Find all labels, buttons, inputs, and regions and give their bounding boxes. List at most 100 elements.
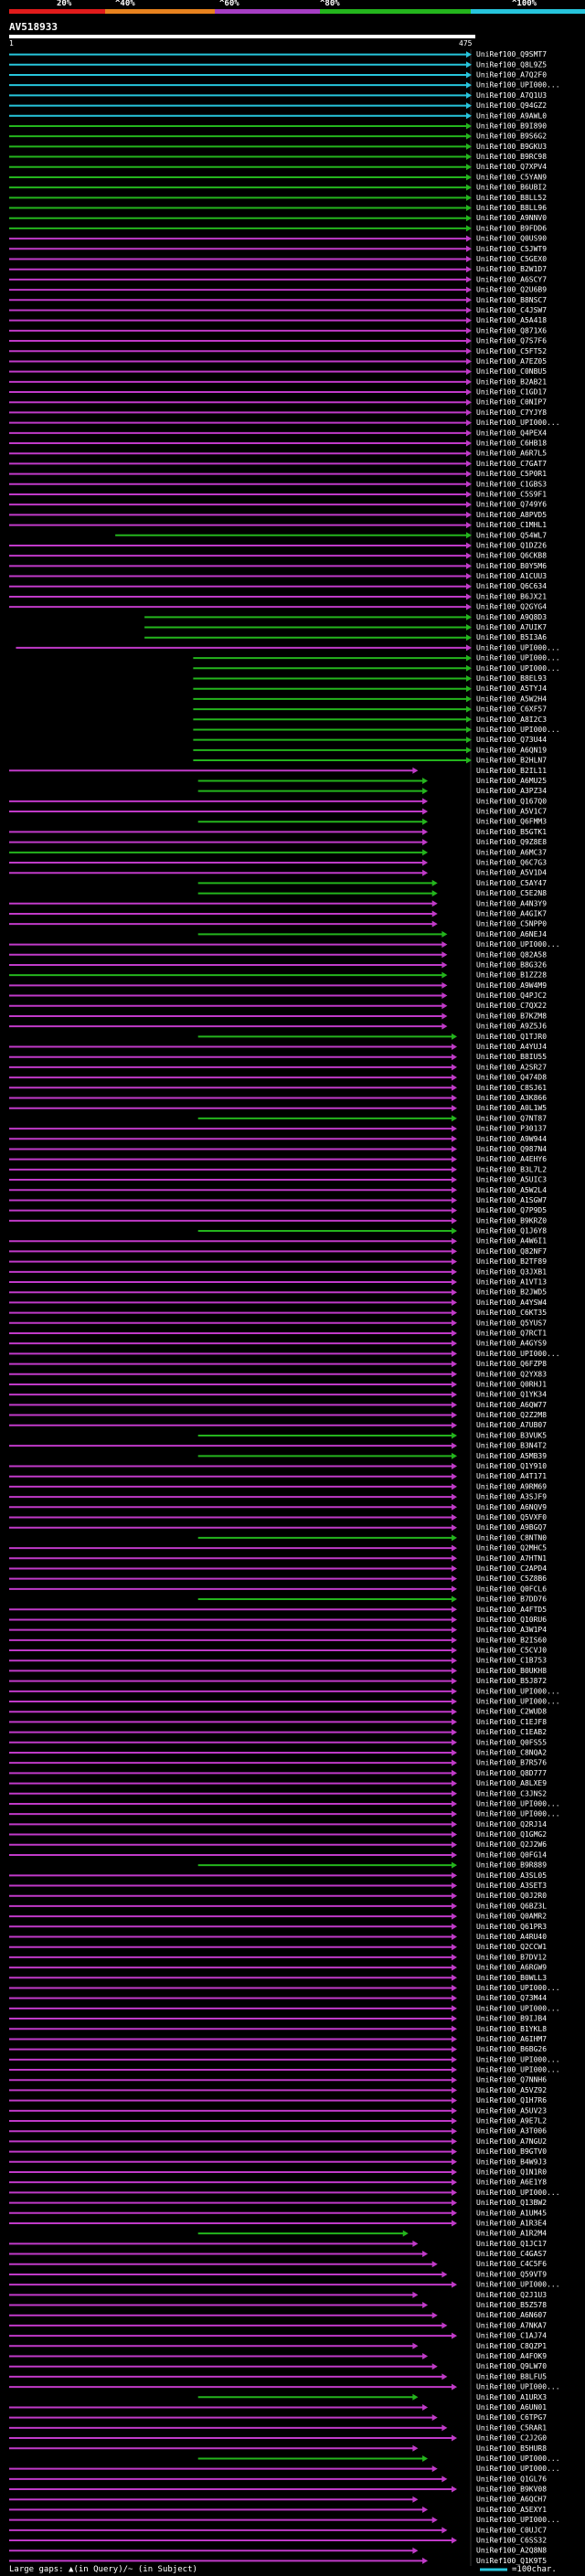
hit-row: UniRef100_A5EXY1 — [9, 2506, 547, 2514]
hit-row: UniRef100_Q2Z2M8 — [9, 1411, 547, 1419]
hit-arrowhead — [402, 2230, 409, 2237]
hit-label: UniRef100_Q73M44 — [476, 1994, 547, 2002]
hit-label: UniRef100_UPI000... — [476, 643, 560, 652]
hit-arrowhead — [452, 2086, 458, 2094]
hit-arrowhead — [441, 941, 448, 949]
hit-arrowhead — [452, 1105, 458, 1112]
hit-arrowhead — [422, 2506, 429, 2513]
hit-label: UniRef100_C8NQA2 — [476, 1748, 547, 1756]
hit-row: UniRef100_A3SL05 — [9, 1871, 547, 1880]
hit-label: UniRef100_A6MC37 — [476, 848, 547, 856]
hit-row: UniRef100_B3VUK5 — [197, 1431, 547, 1439]
hit-arrowhead — [452, 1841, 458, 1849]
hit-label: UniRef100_B2JWD5 — [476, 1288, 547, 1297]
hit-row: UniRef100_A4GYS9 — [9, 1340, 547, 1348]
hit-arrowhead — [452, 1616, 458, 1623]
hit-arrowhead — [422, 2353, 429, 2359]
hit-arrowhead — [452, 1964, 458, 1971]
hit-arrowhead — [466, 471, 472, 478]
hit-label: UniRef100_A7HTN1 — [476, 1554, 547, 1563]
hit-arrowhead — [466, 593, 472, 600]
hit-row: UniRef100_Q4PJC2 — [9, 991, 547, 1000]
hit-arrowhead — [452, 1934, 458, 1940]
hit-label: UniRef100_C5P0R1 — [476, 470, 547, 478]
hit-label: UniRef100_A6NQV9 — [476, 1503, 547, 1511]
hit-arrowhead — [422, 777, 429, 784]
hit-row: UniRef100_P30137 — [9, 1125, 547, 1133]
hit-row: UniRef100_B8LL96 — [9, 204, 547, 212]
hit-arrowhead — [422, 798, 429, 805]
hit-row: UniRef100_A4GIK7 — [9, 909, 547, 917]
hit-arrowhead — [466, 685, 472, 693]
hit-label: UniRef100_UPI000... — [476, 419, 560, 427]
hit-row: UniRef100_C1AJ74 — [9, 2332, 547, 2340]
hit-arrowhead — [452, 1913, 458, 1920]
hit-arrowhead — [466, 266, 472, 273]
hit-arrowhead — [466, 164, 472, 171]
hit-label: UniRef100_A6SCY7 — [476, 275, 547, 283]
hit-label: UniRef100_Q1GMG2 — [476, 1830, 547, 1839]
hit-row: UniRef100_B5Z578 — [9, 2301, 547, 2309]
hit-row: UniRef100_A3K866 — [9, 1094, 547, 1102]
hit-row: UniRef100_A4EHY6 — [9, 1155, 547, 1163]
hit-row: UniRef100_Q1TJR0 — [197, 1033, 547, 1041]
hit-arrowhead — [422, 818, 429, 825]
hit-label: UniRef100_B9S6G2 — [476, 133, 547, 141]
hit-arrowhead — [466, 388, 472, 396]
hit-arrowhead — [466, 440, 472, 447]
hit-row: UniRef100_A6MU25 — [197, 777, 547, 785]
hit-arrowhead — [452, 1974, 458, 1981]
hit-arrowhead — [466, 174, 472, 181]
hit-row: UniRef100_B6JX21 — [9, 592, 547, 600]
hit-arrowhead — [452, 2148, 458, 2156]
hit-arrowhead — [452, 1984, 458, 1991]
hit-row: UniRef100_A7NKA7 — [9, 2321, 547, 2329]
hit-row: UniRef100_Q9SMT7 — [9, 50, 547, 58]
hit-row: UniRef100_Q749Y6 — [9, 501, 547, 509]
hit-row: UniRef100_Q6C634 — [9, 582, 547, 590]
hit-arrowhead — [452, 1514, 458, 1521]
hit-row: UniRef100_Q5YUS7 — [9, 1319, 547, 1327]
hit-row: UniRef100_B2IS60 — [9, 1636, 547, 1644]
hit-arrowhead — [466, 143, 472, 150]
hit-row: UniRef100_A4RU40 — [9, 1933, 547, 1941]
hit-row: UniRef100_A6QCH7 — [9, 2496, 547, 2504]
hit-arrowhead — [452, 1207, 458, 1214]
hit-row: UniRef100_Q6BZ3L — [9, 1902, 547, 1910]
hit-row: UniRef100_UPI000... — [9, 940, 560, 949]
hit-row: UniRef100_UPI000... — [9, 2066, 560, 2074]
hit-arrowhead — [452, 1268, 458, 1276]
hit-arrowhead — [466, 122, 472, 130]
hit-label: UniRef100_A5UIC3 — [476, 1176, 547, 1184]
hit-row: UniRef100_Q2U6B9 — [9, 286, 547, 294]
hit-arrowhead — [452, 1422, 458, 1429]
hit-arrowhead — [452, 2168, 458, 2176]
hit-row: UniRef100_UPI000... — [193, 726, 560, 734]
hit-arrowhead — [452, 1903, 458, 1910]
hit-label: UniRef100_Q0FCL6 — [476, 1585, 547, 1593]
hit-label: UniRef100_C1B753 — [476, 1657, 547, 1665]
hit-label: UniRef100_UPI000... — [476, 2465, 560, 2473]
hit-arrowhead — [452, 2076, 458, 2083]
hit-row: UniRef100_C5AY47 — [197, 879, 547, 887]
hit-arrowhead — [466, 245, 472, 252]
hit-label: UniRef100_C0NIP7 — [476, 398, 547, 407]
hit-label: UniRef100_C6SS32 — [476, 2537, 547, 2545]
hit-arrowhead — [466, 378, 472, 386]
hit-label: UniRef100_Q0US90 — [476, 235, 547, 243]
hit-label: UniRef100_B5HUR8 — [476, 2444, 547, 2453]
hit-label: UniRef100_B8G326 — [476, 960, 547, 969]
hit-arrowhead — [452, 1064, 458, 1071]
hit-label: UniRef100_Q0AMR2 — [476, 1913, 547, 1921]
hit-arrowhead — [452, 1361, 458, 1368]
hit-arrowhead — [466, 726, 472, 733]
hit-label: UniRef100_C4GAS7 — [476, 2250, 547, 2258]
hit-arrowhead — [466, 398, 472, 406]
hit-row: UniRef100_B2AB21 — [9, 377, 547, 386]
hit-row: UniRef100_Q7S7F6 — [9, 337, 547, 345]
hit-row: UniRef100_B5GTK1 — [9, 828, 547, 836]
hit-row: UniRef100_B8IU55 — [9, 1053, 547, 1061]
hit-arrowhead — [452, 2537, 458, 2544]
hit-arrowhead — [452, 1729, 458, 1736]
hit-label: UniRef100_B8IU55 — [476, 1053, 547, 1061]
